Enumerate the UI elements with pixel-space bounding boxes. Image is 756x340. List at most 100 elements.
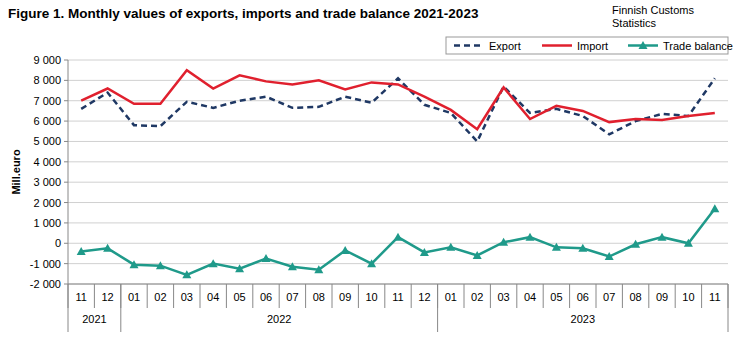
- legend-label: Trade balance: [663, 40, 733, 52]
- x-tick-label: 06: [260, 291, 272, 303]
- x-cell-line: [464, 284, 465, 308]
- x-group-line: [68, 284, 69, 332]
- legend-swatch: [454, 44, 484, 47]
- y-tick-label: 8 000: [33, 74, 61, 86]
- x-cell-line: [596, 284, 597, 308]
- x-cell-line: [490, 284, 491, 308]
- grid: [64, 60, 728, 284]
- marker: [182, 270, 191, 278]
- y-tick-label: 2 000: [33, 197, 61, 209]
- x-tick-label: 11: [75, 291, 86, 303]
- marker: [77, 247, 86, 255]
- grid-line: [68, 182, 728, 183]
- x-cell-line: [147, 284, 148, 308]
- marker: [394, 233, 403, 241]
- y-tick-label: 7 000: [33, 95, 61, 107]
- x-tick-label: 03: [497, 291, 509, 303]
- marker: [658, 233, 667, 241]
- marker: [103, 244, 112, 252]
- x-cell-line: [622, 284, 623, 308]
- marker: [631, 240, 640, 248]
- x-group-label: 2022: [267, 313, 291, 325]
- x-cell-line: [173, 284, 174, 308]
- y-tick-label: 5 000: [33, 135, 61, 147]
- grid-line: [68, 100, 728, 101]
- grid-line: [68, 243, 728, 244]
- x-tick-label: 02: [471, 291, 483, 303]
- marker: [710, 204, 719, 212]
- grid-line: [68, 263, 728, 264]
- x-axis: [68, 284, 728, 285]
- y-tick: [64, 80, 68, 81]
- x-tick-label: 11: [709, 291, 720, 303]
- marker: [209, 259, 218, 267]
- x-tick-label: 05: [233, 291, 245, 303]
- marker: [367, 259, 376, 267]
- marker: [578, 244, 587, 252]
- x-cell-line: [675, 284, 676, 308]
- x-cell-line: [252, 284, 253, 308]
- title: Figure 1. Monthly values of exports, imp…: [8, 6, 479, 21]
- x-group-line: [120, 284, 121, 332]
- x-cell-line: [94, 284, 95, 308]
- y-tick: [64, 202, 68, 203]
- x-tick-label: 01: [128, 291, 140, 303]
- x-cell-line: [305, 284, 306, 308]
- grid-line: [68, 141, 728, 142]
- grid-line: [68, 284, 728, 285]
- marker: [288, 262, 297, 270]
- y-tick: [64, 141, 68, 142]
- x-tick-label: 01: [445, 291, 457, 303]
- x-cell-line: [701, 284, 702, 308]
- x-tick-label: 10: [365, 291, 377, 303]
- source: Statistics: [612, 17, 657, 29]
- y-tick-label: 0: [55, 237, 61, 249]
- grid-line: [68, 202, 728, 203]
- x-tick-label: 09: [339, 291, 351, 303]
- x-tick-label: 11: [392, 291, 403, 303]
- marker: [552, 243, 561, 251]
- marker: [156, 261, 165, 269]
- x-group-line: [728, 284, 729, 332]
- source: Finnish Customs: [612, 4, 694, 16]
- x-tick-label: 03: [181, 291, 193, 303]
- y-axis-label: Mill.euro: [10, 149, 22, 195]
- grid-line: [68, 161, 728, 162]
- x-tick-label: 07: [286, 291, 298, 303]
- marker: [499, 238, 508, 246]
- x-cell-line: [279, 284, 280, 308]
- y-tick: [64, 243, 68, 244]
- x-cell-line: [358, 284, 359, 308]
- legend-marker: [639, 41, 648, 49]
- y-tick-label: 9 000: [33, 54, 61, 66]
- marker: [420, 248, 429, 256]
- chart: Figure 1. Monthly values of exports, imp…: [0, 0, 756, 340]
- x-cell-line: [332, 284, 333, 308]
- y-tick: [64, 182, 68, 183]
- x-tick-label: 04: [207, 291, 219, 303]
- x-tick-label: 08: [313, 291, 325, 303]
- x-tick-label: 06: [577, 291, 589, 303]
- grid-line: [68, 60, 728, 61]
- x-group-label: 2021: [82, 313, 106, 325]
- x-cell-line: [226, 284, 227, 308]
- legend-swatch: [542, 44, 572, 47]
- y-tick: [64, 121, 68, 122]
- y-tick-label: 3 000: [33, 176, 61, 188]
- y-tick-label: 4 000: [33, 156, 61, 168]
- legend-label: Export: [489, 40, 521, 52]
- y-tick-label: -2 000: [30, 278, 61, 290]
- marker: [262, 254, 271, 262]
- marker: [605, 252, 614, 260]
- x-tick-label: 07: [603, 291, 615, 303]
- marker: [684, 239, 693, 247]
- x-cell-line: [648, 284, 649, 308]
- x-cell-line: [569, 284, 570, 308]
- x-group-label: 2023: [571, 313, 595, 325]
- marker: [130, 260, 139, 268]
- y-tick: [64, 100, 68, 101]
- marker: [446, 243, 455, 251]
- x-tick-label: 12: [418, 291, 430, 303]
- y-tick: [64, 60, 68, 61]
- y-tick-label: 6 000: [33, 115, 61, 127]
